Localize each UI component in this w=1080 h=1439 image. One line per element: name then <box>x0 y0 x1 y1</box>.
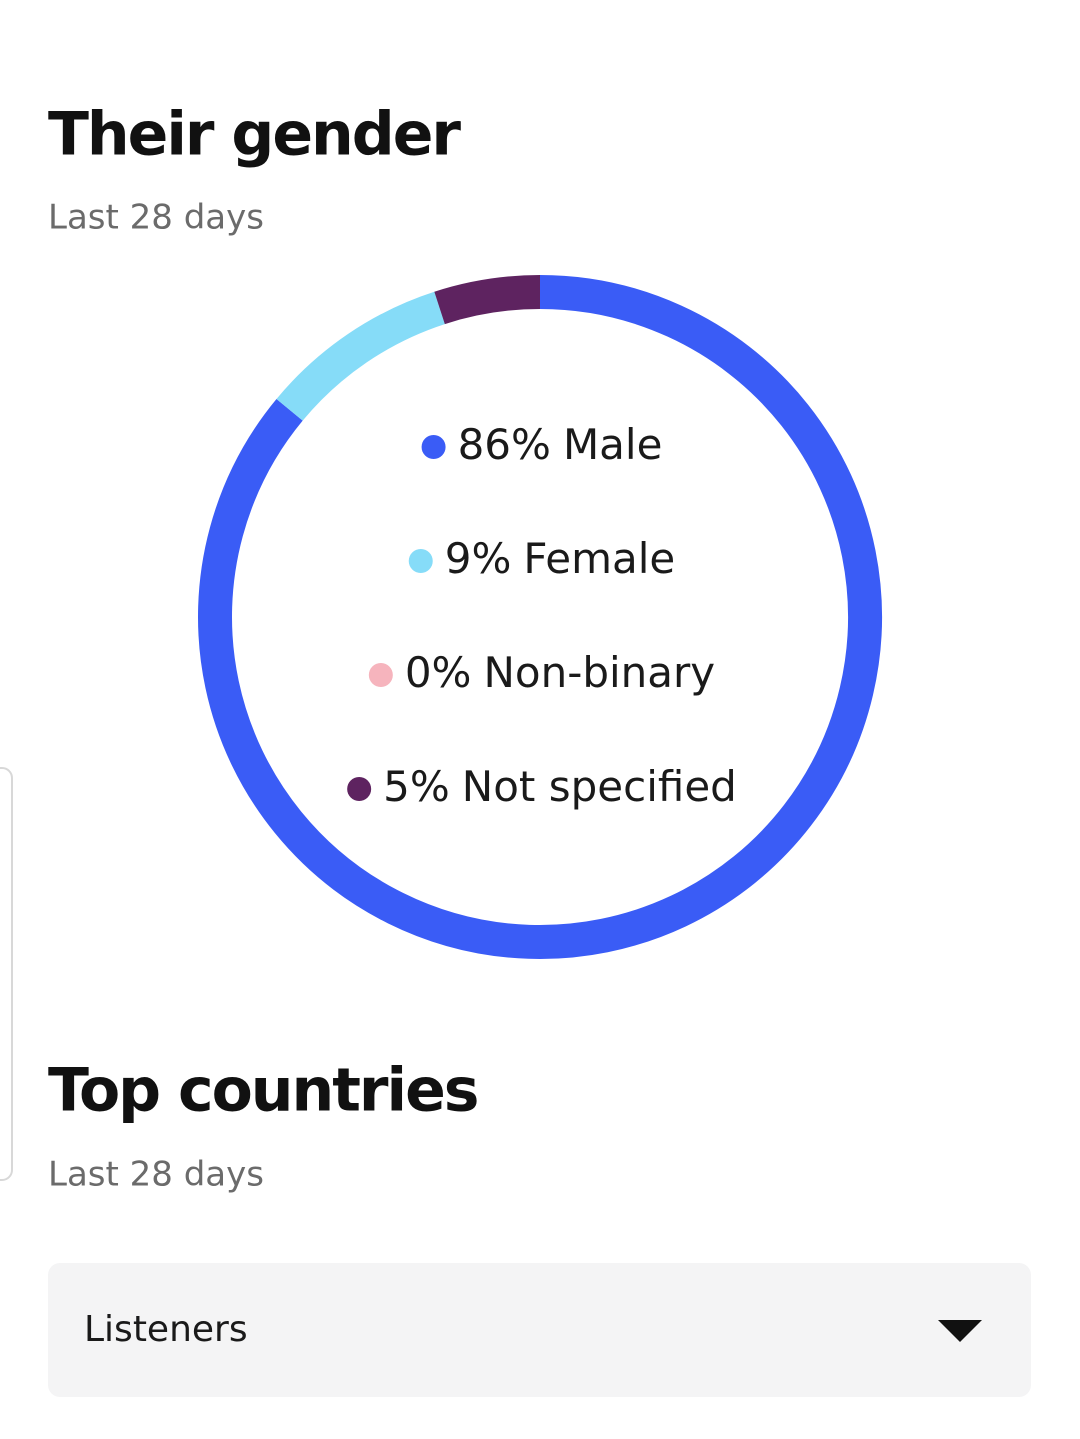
legend-dot <box>368 663 393 687</box>
scroll-handle[interactable] <box>0 767 13 1181</box>
legend-dot <box>408 549 433 573</box>
legend-dot <box>421 435 446 459</box>
legend-value: 86% <box>458 420 551 469</box>
dropdown-arrow[interactable] <box>938 1320 982 1342</box>
donut-segment <box>276 291 446 421</box>
donut-chart: 86% Male 9% Female 0% Non-binary 5% Not specifi… <box>198 275 882 959</box>
dropdown[interactable]: Listeners <box>48 1263 1031 1397</box>
legend-value: 9% <box>445 534 512 583</box>
legend-name: Male <box>563 420 662 469</box>
legend-dot <box>347 777 372 801</box>
legend-name: Not specified <box>462 762 737 811</box>
legend-name: Female <box>523 534 675 583</box>
legend-entry: 86% Male <box>458 420 663 469</box>
legend-entry: 0% Non-binary <box>405 648 715 697</box>
section-subtitle: Last 28 days <box>48 1155 264 1195</box>
section-subtitle: Last 28 days <box>48 198 264 238</box>
legend-entry: 9% Female <box>445 534 676 583</box>
section-title: Their gender <box>48 100 461 170</box>
donut-segment <box>198 275 882 959</box>
dropdown-label[interactable]: Listeners <box>84 1309 248 1350</box>
legend-value: 5% <box>383 762 450 811</box>
legend-name: Non-binary <box>483 648 715 697</box>
legend-entry: 5% Not specified <box>383 762 737 811</box>
legend-value: 0% <box>405 648 472 697</box>
dropdown-box[interactable] <box>48 1263 1031 1397</box>
donut-segment <box>434 275 541 325</box>
section-title: Top countries <box>48 1056 477 1126</box>
